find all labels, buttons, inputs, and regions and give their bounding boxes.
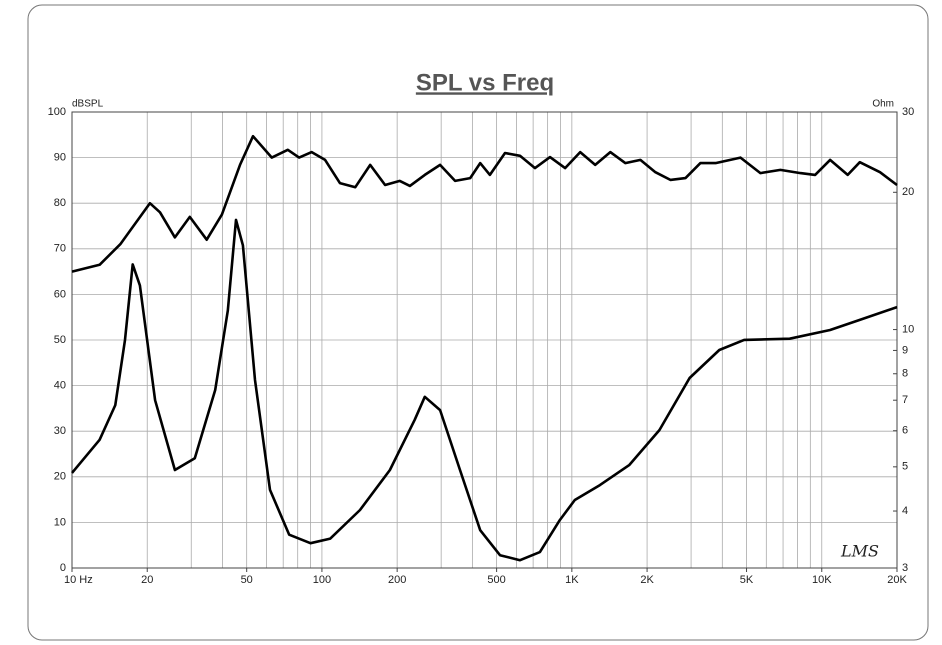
chart-title: SPL vs Freq (416, 69, 554, 96)
x-tick-label: 20 (141, 574, 153, 586)
x-tick-label: 20K (887, 574, 907, 586)
y-tick-label: 40 (54, 380, 66, 392)
y2-tick-label: 6 (902, 425, 908, 437)
y2-tick-label: 8 (902, 368, 908, 380)
y-tick-label: 30 (54, 425, 66, 437)
line-series (71, 134, 898, 273)
x-tick-label: 50 (241, 574, 253, 586)
x-tick-label: 2K (640, 574, 654, 586)
x-tick-label: 100 (313, 574, 331, 586)
y-tick-label: 70 (54, 243, 66, 255)
y-tick-label: 100 (48, 106, 66, 118)
y2-axis-label: Ohm (872, 99, 894, 110)
x-tick-label: 500 (487, 574, 505, 586)
y2-tick-label: 3 (902, 562, 908, 574)
y2-tick-label: 9 (902, 344, 908, 356)
y-tick-label: 90 (54, 152, 66, 164)
x-tick-label: 10 Hz (64, 574, 93, 586)
y-tick-label: 10 (54, 516, 66, 528)
y2-tick-label: 5 (902, 461, 908, 473)
plot-border (71, 111, 898, 569)
x-tick-label: 200 (388, 574, 406, 586)
y2-tick-label: 30 (902, 106, 914, 118)
y2-tick-label: 10 (902, 323, 914, 335)
line-series (71, 218, 898, 562)
x-tick-label: 1K (565, 574, 579, 586)
y-tick-label: 60 (54, 288, 66, 300)
x-tick-label: 10K (812, 574, 832, 586)
frame (27, 4, 929, 641)
x-tick-label: 5K (740, 574, 754, 586)
y2-tick-label: 20 (902, 186, 914, 198)
y-tick-label: 20 (54, 471, 66, 483)
y-tick-label: 80 (54, 197, 66, 209)
y2-tick-label: 4 (902, 505, 908, 517)
watermark: LMS (840, 542, 879, 561)
y2-tick-label: 7 (902, 394, 908, 406)
y-axis-label: dBSPL (72, 99, 104, 110)
y-tick-label: 50 (54, 334, 66, 346)
y-tick-label: 0 (60, 562, 66, 574)
